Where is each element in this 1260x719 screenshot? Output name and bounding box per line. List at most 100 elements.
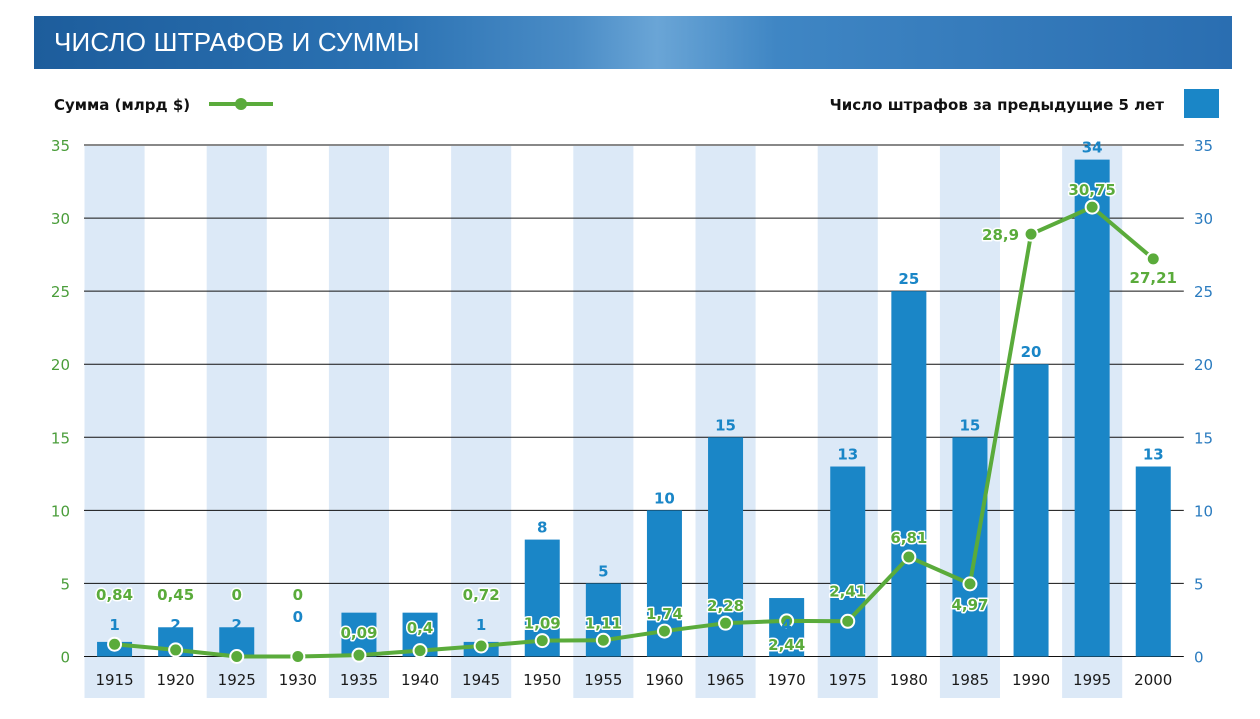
bar-value-label: 3 (354, 616, 364, 634)
line-series (107, 199, 1161, 664)
line-value-label: 30,75 (1068, 181, 1115, 199)
x-tick-label: 1950 (523, 671, 561, 689)
bar-value-label: 34 (1082, 139, 1103, 157)
line-value-label: 2,28 (707, 597, 744, 615)
y-right-tick: 0 (1194, 649, 1204, 667)
line-point (779, 613, 795, 629)
bar (1013, 364, 1049, 657)
bar (1074, 159, 1110, 657)
y-right-tick: 30 (1194, 210, 1213, 228)
x-tick-label: 1935 (340, 671, 378, 689)
line-value-label: 2,41 (829, 582, 866, 600)
line-point (1023, 226, 1039, 242)
column-stripe (328, 146, 389, 698)
y-left-tick: 15 (51, 429, 70, 447)
y-right-tick: 20 (1194, 356, 1213, 374)
legend-line-label: Сумма (млрд $) (54, 96, 190, 114)
y-right-tick: 5 (1194, 575, 1204, 593)
line-point (595, 632, 611, 648)
gridlines (84, 144, 1184, 657)
line-value-label: 0,45 (157, 586, 194, 604)
y-right-tick: 35 (1194, 137, 1213, 155)
line-value-label: 0,4 (407, 619, 434, 637)
bar-value-label: 20 (1021, 343, 1042, 361)
line-value-label: 6,81 (890, 529, 927, 547)
x-tick-label: 1940 (401, 671, 439, 689)
x-tick-label: 1990 (1012, 671, 1050, 689)
line-point (290, 649, 306, 664)
chart-title: ЧИСЛО ШТРАФОВ И СУММЫ (54, 27, 420, 57)
bar-value-label: 15 (715, 416, 736, 434)
line-point (718, 615, 734, 631)
x-tick-label: 1930 (279, 671, 317, 689)
bar-value-label: 8 (537, 519, 547, 537)
y-left-tick: 30 (51, 210, 70, 228)
line-value-label: 0,84 (96, 586, 133, 604)
column-stripe (206, 146, 267, 698)
line-point (962, 576, 978, 592)
y-right-tick: 25 (1194, 283, 1213, 301)
x-tick-label: 1995 (1073, 671, 1111, 689)
x-tick-label: 1960 (645, 671, 683, 689)
column-stripe (451, 146, 512, 698)
line-point (656, 623, 672, 639)
bar (952, 437, 988, 657)
x-tick-label: 1920 (157, 671, 195, 689)
bar-value-label: 1 (109, 616, 119, 634)
line-point (168, 642, 184, 658)
bar-value-label: 13 (1143, 446, 1164, 464)
line-value-label: 1,11 (585, 614, 622, 632)
x-tick-label: 1925 (218, 671, 256, 689)
line-value-label: 2,44 (768, 636, 805, 654)
y-right-tick: 15 (1194, 429, 1213, 447)
bar-value-label: 1 (476, 616, 486, 634)
bar-value-label: 2 (232, 616, 242, 634)
bar-value-label: 13 (837, 446, 858, 464)
bar-value-label: 4 (781, 616, 791, 634)
bar-value-label: 2 (170, 616, 180, 634)
line-point (107, 636, 123, 652)
legend-bar-label: Число штрафов за предыдущие 5 лет (830, 96, 1165, 114)
line-value-label: 4,97 (951, 596, 988, 614)
x-tick-label: 1945 (462, 671, 500, 689)
line-point (534, 633, 550, 649)
legend: Сумма (млрд $) Число штрафов за предыдущ… (54, 89, 1219, 118)
bar-value-label: 10 (654, 489, 675, 507)
x-tick-label: 1985 (951, 671, 989, 689)
line-point (1084, 199, 1100, 215)
bar-value-label: 5 (598, 562, 608, 580)
bar-series (97, 159, 1171, 657)
y-left-tick: 20 (51, 356, 70, 374)
line-point (412, 643, 428, 659)
legend-bar-swatch (1184, 89, 1219, 118)
sum-line (114, 205, 1155, 659)
bar-value-label: 3 (415, 616, 425, 634)
bar (891, 291, 927, 657)
line-point (840, 613, 856, 629)
line-value-label: 0 (232, 586, 242, 604)
line-value-label: 0,72 (463, 586, 500, 604)
line-value-label: 27,21 (1130, 269, 1177, 287)
line-value-label: 1,09 (524, 615, 561, 633)
bar-value-label: 15 (960, 416, 981, 434)
line-point (901, 549, 917, 565)
bar (1135, 466, 1171, 657)
x-tick-label: 1965 (706, 671, 744, 689)
x-tick-label: 2000 (1134, 671, 1172, 689)
y-right-tick: 10 (1194, 502, 1213, 520)
x-tick-label: 1955 (584, 671, 622, 689)
x-tick-label: 1915 (95, 671, 133, 689)
line-point (473, 638, 489, 654)
bar-value-label: 25 (898, 270, 919, 288)
x-tick-label: 1975 (829, 671, 867, 689)
line-point (351, 647, 367, 663)
line-value-label: 0 (293, 586, 303, 604)
bar-value-label: 0 (293, 608, 303, 626)
line-value-label: 1,74 (646, 605, 683, 623)
legend-line-swatch (209, 98, 273, 110)
y-left-tick: 10 (51, 502, 70, 520)
column-stripe (84, 146, 145, 698)
